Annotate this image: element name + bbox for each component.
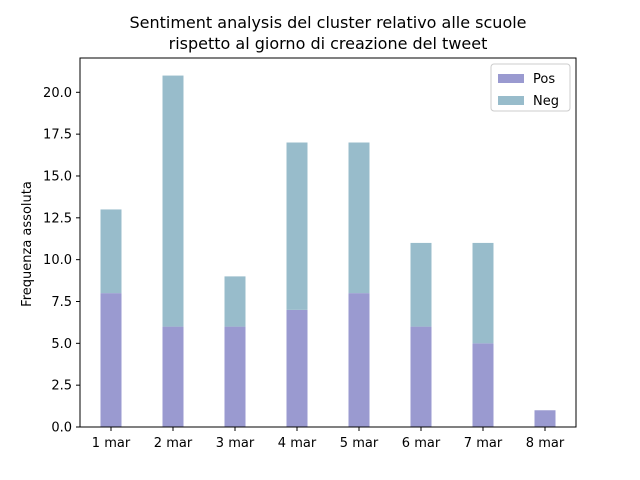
bar-neg-2 <box>162 75 184 327</box>
y-tick-label-4: 10.0 <box>43 253 72 268</box>
bar-pos-6 <box>410 326 432 427</box>
plot-area: 1 mar 2 mar 3 mar 4 mar 5 mar 6 mar 7 mar 8 mar… <box>43 57 577 451</box>
y-tick-label-3: 7.5 <box>51 295 72 310</box>
bar-pos-3 <box>224 326 246 427</box>
y-tick-label-1: 2.5 <box>51 379 72 394</box>
x-tick-label-2: 2 mar <box>154 436 193 451</box>
bar-neg-6 <box>410 242 432 327</box>
axes-frame <box>79 57 577 428</box>
bar-pos-4 <box>286 309 308 427</box>
x-tick-label-1: 1 mar <box>92 436 131 451</box>
x-tick-label-3: 3 mar <box>216 436 255 451</box>
bar-neg-5 <box>348 142 370 294</box>
x-tick-label-4: 4 mar <box>278 436 317 451</box>
bar-neg-4 <box>286 142 308 310</box>
legend-swatch-pos <box>498 74 524 83</box>
x-tick-label-8: 8 mar <box>526 436 565 451</box>
chart-title-line-2: rispetto al giorno di creazione del twee… <box>169 34 488 53</box>
y-tick-label-5: 12.5 <box>43 211 72 226</box>
bar-pos-8 <box>534 410 556 427</box>
legend-label-pos: Pos <box>533 72 555 87</box>
bar-neg-7 <box>472 242 494 344</box>
y-tick-label-6: 15.0 <box>43 169 72 184</box>
bar-neg-3 <box>224 276 246 327</box>
legend-swatch-neg <box>498 96 524 105</box>
bar-pos-1 <box>100 293 122 427</box>
bar-pos-2 <box>162 326 184 427</box>
x-tick-label-5: 5 mar <box>340 436 379 451</box>
chart-title-line-1: Sentiment analysis del cluster relativo … <box>129 13 526 32</box>
x-tick-label-6: 6 mar <box>402 436 441 451</box>
legend-label-neg: Neg <box>533 94 559 109</box>
y-tick-label-0: 0.0 <box>51 421 72 436</box>
bar-neg-1 <box>100 209 122 294</box>
y-tick-label-8: 20.0 <box>43 86 72 101</box>
bar-pos-7 <box>472 343 494 427</box>
y-tick-label-2: 5.0 <box>51 337 72 352</box>
y-tick-label-7: 17.5 <box>43 128 72 143</box>
y-axis-label: Frequenza assoluta <box>20 181 35 307</box>
bar-pos-5 <box>348 293 370 427</box>
x-tick-label-7: 7 mar <box>464 436 503 451</box>
